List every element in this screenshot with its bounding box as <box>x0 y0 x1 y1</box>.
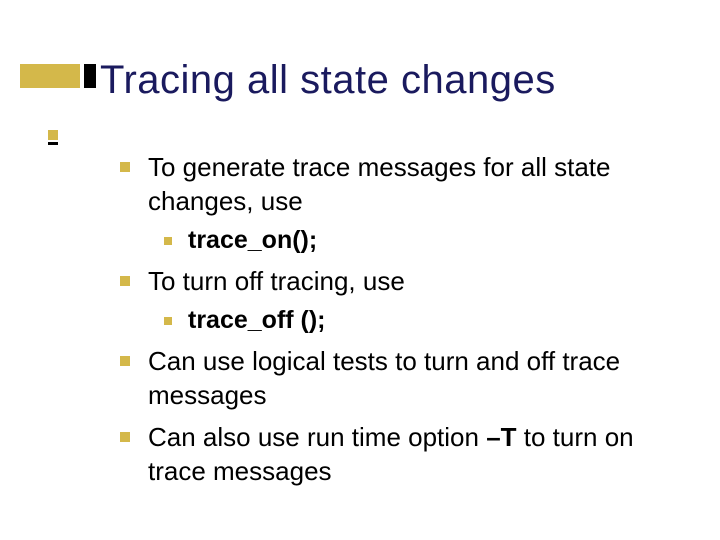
bullet-icon <box>120 162 130 172</box>
bullet-icon <box>164 237 172 245</box>
slide-title: Tracing all state changes <box>100 58 556 103</box>
bullet-4-part1: Can also use run time option <box>148 422 486 452</box>
slide: Tracing all state changes To generate tr… <box>0 0 720 540</box>
bullet-2: To turn off tracing, use <box>120 264 680 298</box>
bullet-text: trace_on(); <box>188 224 317 256</box>
bullet-icon <box>120 276 130 286</box>
bullet-4: Can also use run time option –T to turn … <box>120 420 680 488</box>
bullet-1: To generate trace messages for all state… <box>120 150 680 218</box>
bullet-text: trace_off (); <box>188 304 326 336</box>
accent-black-small <box>48 142 58 145</box>
bullet-icon <box>120 356 130 366</box>
bullet-icon <box>164 317 172 325</box>
bullet-text: To generate trace messages for all state… <box>148 150 680 218</box>
bullet-2-1: trace_off (); <box>164 304 680 336</box>
accent-gold-bar <box>20 64 80 88</box>
bullet-4-bold: –T <box>486 422 516 452</box>
bullet-text: To turn off tracing, use <box>148 264 405 298</box>
bullet-text: Can use logical tests to turn and off tr… <box>148 344 680 412</box>
slide-body: To generate trace messages for all state… <box>120 150 680 488</box>
bullet-icon <box>120 432 130 442</box>
accent-black-bar-top <box>84 64 96 88</box>
bullet-1-1: trace_on(); <box>164 224 680 256</box>
bullet-3: Can use logical tests to turn and off tr… <box>120 344 680 412</box>
bullet-text: Can also use run time option –T to turn … <box>148 420 680 488</box>
accent-gold-small <box>48 130 58 140</box>
